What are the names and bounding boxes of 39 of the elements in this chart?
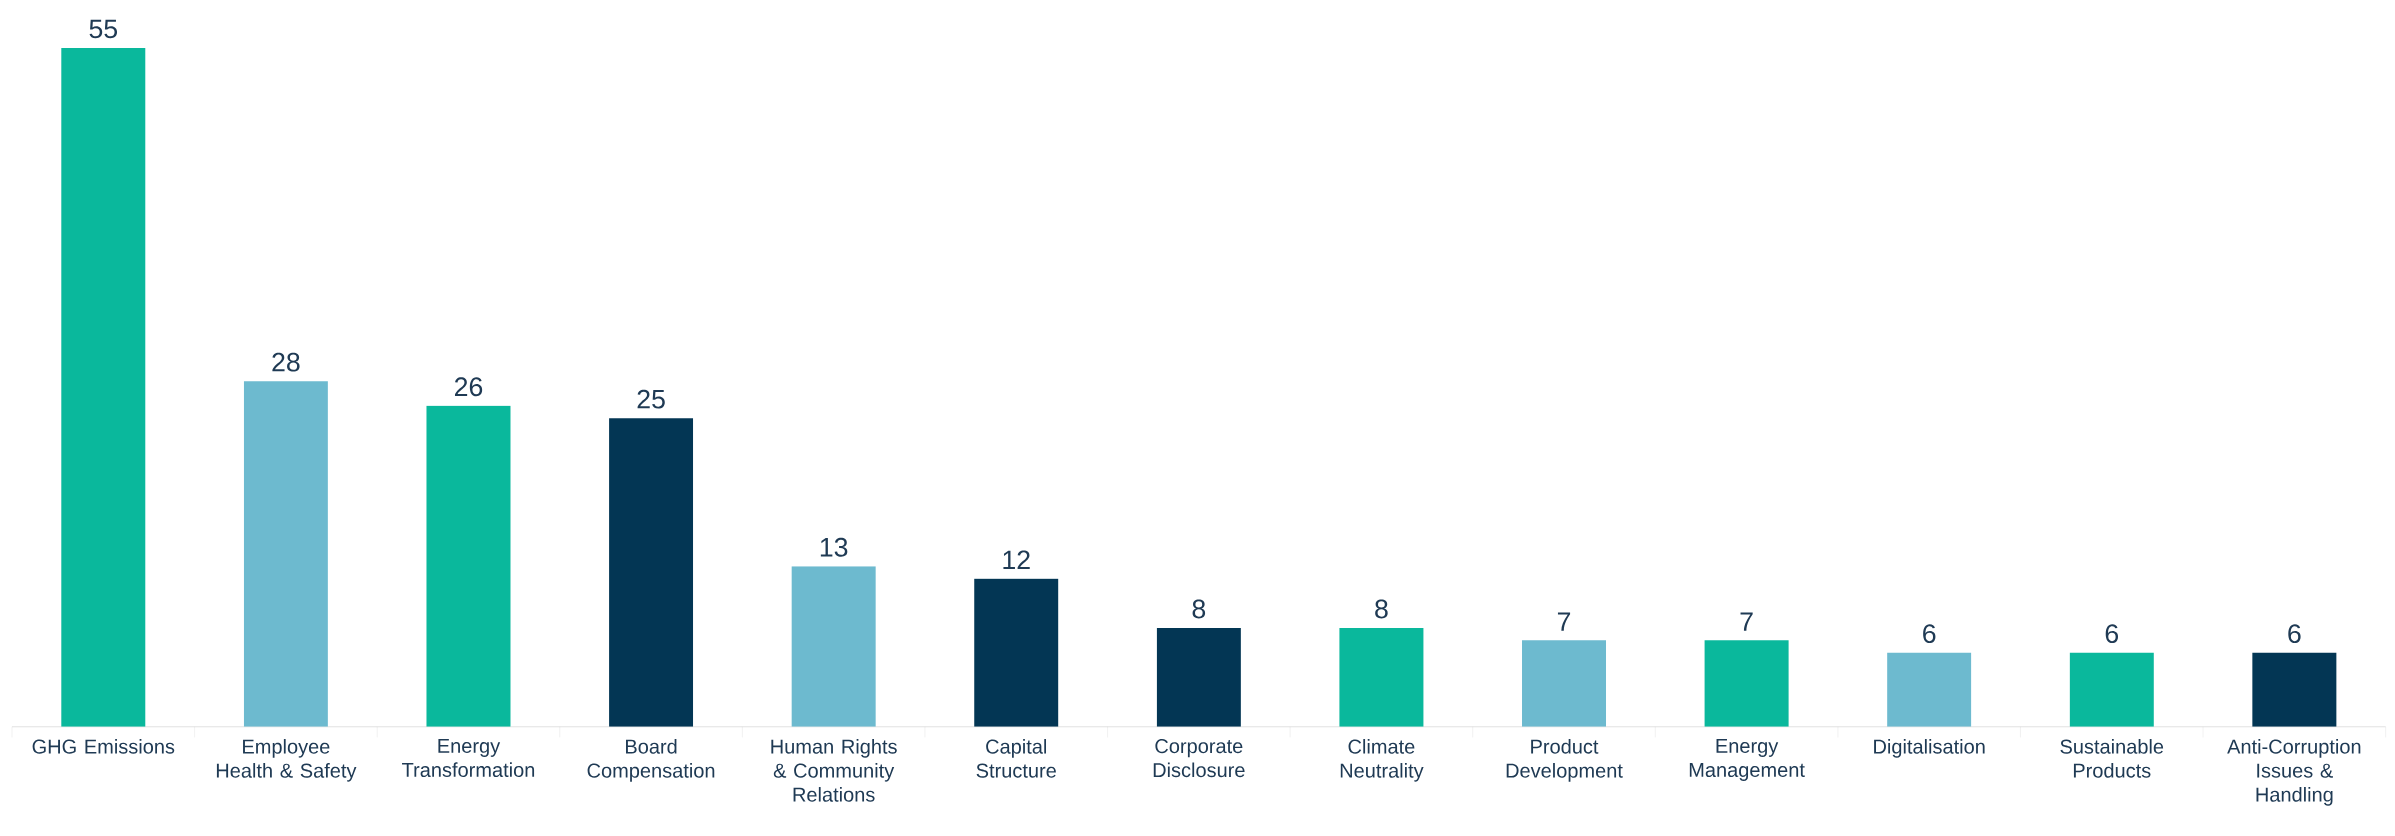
x-tick-label: Climate Neutrality: [1340, 738, 1424, 782]
x-tick-label: Sustainable Products: [2060, 738, 2164, 778]
x-tick-label: Energy Transformation: [402, 738, 535, 777]
bar: [974, 578, 1059, 727]
bar: [1156, 627, 1241, 727]
data-label: 8: [1375, 599, 1388, 619]
data-label: 7: [1740, 612, 1753, 631]
bar: [1339, 627, 1424, 727]
bar: [243, 381, 328, 727]
bar: [1704, 640, 1789, 727]
x-tick-label: Board Compensation: [587, 738, 715, 782]
data-label: 13: [820, 537, 848, 557]
x-tick-label: Anti-Corruption Issues & Handling: [2227, 738, 2361, 806]
data-label: 6: [1923, 624, 1936, 644]
bar: [61, 47, 146, 727]
data-label: 8: [1192, 599, 1206, 619]
data-label: 6: [2288, 624, 2301, 644]
bar: [1522, 640, 1607, 727]
x-tick-label: Employee Health & Safety: [216, 738, 357, 782]
data-label: 12: [1003, 550, 1030, 569]
data-label: 6: [2105, 624, 2119, 644]
data-label: 26: [454, 377, 483, 397]
data-label: 7: [1557, 612, 1571, 631]
x-tick-label: Digitalisation: [1874, 738, 1985, 758]
x-tick-label: Energy Management: [1689, 738, 1805, 781]
data-label: 28: [272, 352, 300, 372]
bar: [2252, 652, 2337, 727]
x-tick-label: Human Rights & Community Relations: [771, 738, 897, 802]
bar: [609, 418, 694, 727]
x-tick-label: Capital Structure: [976, 738, 1056, 778]
x-tick-label: Corporate Disclosure: [1153, 738, 1245, 778]
x-tick-label: GHG Emissions: [32, 738, 175, 754]
data-label: 25: [637, 389, 665, 409]
x-tick-label: Product Development: [1506, 738, 1623, 782]
bar: [791, 566, 876, 727]
bar: [426, 405, 511, 727]
bar: [2069, 652, 2154, 727]
data-label: 55: [89, 19, 118, 39]
bar: [1887, 652, 1972, 727]
